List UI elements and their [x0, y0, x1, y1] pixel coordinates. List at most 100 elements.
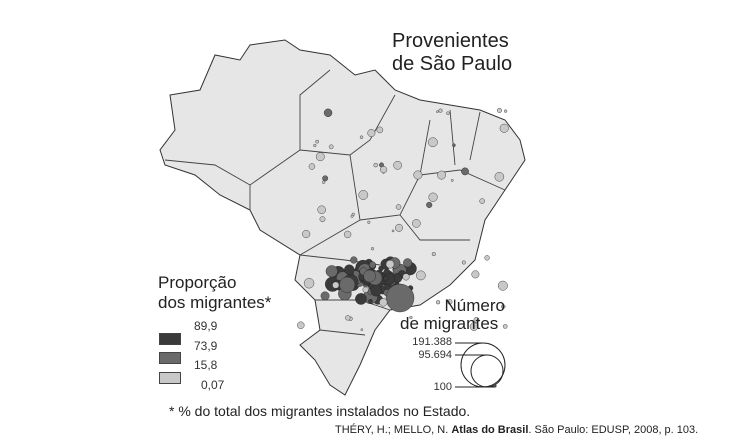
migrant-bubble: [320, 291, 330, 301]
migrant-bubble: [469, 322, 479, 331]
break-value: 15,8: [194, 358, 218, 372]
migrant-bubble: [370, 247, 375, 251]
size-circle-large: [460, 342, 506, 388]
size-value: 100: [433, 381, 452, 393]
proportion-legend-title: Proporção dos migrantes*: [158, 273, 271, 313]
migrant-bubbles: [297, 107, 509, 331]
swatch-low: [159, 372, 181, 384]
migrant-bubble: [428, 192, 438, 202]
migrant-bubble: [345, 315, 351, 321]
source-details: . São Paulo: EDUSP, 2008, p. 103.: [528, 424, 699, 436]
migrant-bubble: [303, 278, 315, 289]
source-authors: THÉRY, H.; MELLO, N.: [335, 424, 452, 436]
migrant-bubble: [360, 328, 364, 331]
migrant-bubble: [431, 252, 436, 257]
migrant-bubble: [368, 299, 373, 304]
migrant-bubble: [412, 219, 421, 228]
migrant-bubble: [380, 166, 388, 174]
migrant-bubble: [325, 265, 338, 278]
migrant-bubble: [315, 152, 325, 162]
break-value: 89,9: [194, 319, 218, 333]
migrant-bubble: [447, 299, 453, 305]
migrant-bubble: [497, 107, 502, 113]
migrant-bubble: [471, 270, 480, 279]
migrant-bubble: [319, 216, 326, 223]
migrant-bubble: [332, 281, 340, 289]
migrant-bubble: [413, 170, 423, 180]
migrant-bubble: [461, 260, 466, 265]
migrant-bubble: [452, 143, 456, 147]
migrant-bubble: [355, 293, 367, 305]
migrant-bubble: [385, 283, 415, 313]
migrant-bubble: [494, 172, 505, 182]
number-legend-title: Número: [425, 296, 505, 316]
migrant-bubble: [302, 230, 311, 239]
size-legend: [455, 342, 506, 388]
migrant-bubble: [339, 276, 356, 293]
migrant-bubble: [297, 321, 305, 329]
migrant-bubble: [359, 135, 364, 139]
migrant-bubble: [313, 143, 317, 148]
migrant-bubble: [393, 160, 402, 170]
migrant-bubble: [373, 162, 378, 168]
swatch-medium: [159, 352, 181, 364]
migrant-bubble: [322, 175, 329, 182]
migrant-bubble: [501, 304, 506, 309]
migrant-bubble: [437, 170, 446, 180]
migrant-bubble: [504, 109, 508, 113]
migrant-bubble: [479, 198, 485, 204]
migrant-bubble: [385, 259, 395, 269]
state-borders: [164, 69, 506, 336]
migrant-bubble: [426, 201, 433, 208]
migrant-bubble: [473, 317, 480, 323]
migrant-bubble: [350, 214, 354, 218]
legend-title-line-1: Proporção: [158, 273, 237, 292]
migrant-bubble: [317, 205, 326, 214]
migrant-bubble: [376, 126, 384, 134]
migrant-bubble: [484, 255, 490, 261]
migrant-bubble: [497, 280, 508, 291]
title-line-1: Provenientes: [392, 30, 509, 52]
migrant-bubble: [391, 229, 395, 233]
legend-title-line-2: de migrantes: [400, 314, 499, 333]
migrant-bubble: [367, 220, 371, 224]
migrant-bubble: [315, 139, 319, 144]
migrant-bubble: [383, 275, 390, 282]
map-title: Provenientes de São Paulo: [392, 30, 512, 76]
migrant-bubble: [436, 110, 439, 113]
migrant-bubble: [436, 300, 441, 305]
migrant-bubble: [350, 256, 358, 264]
title-line-2: de São Paulo: [392, 53, 513, 75]
source-citation: THÉRY, H.; MELLO, N. Atlas do Brasil. Sã…: [335, 424, 698, 436]
migrant-bubble: [367, 129, 376, 137]
migrant-bubble: [358, 190, 369, 200]
migrant-bubble: [328, 144, 334, 150]
brazil-outline: [159, 39, 526, 396]
migrant-bubble: [402, 273, 410, 281]
migrant-bubble: [403, 258, 413, 268]
migrant-bubble: [363, 269, 376, 283]
size-value: 95.694: [418, 349, 452, 361]
migrant-bubble: [438, 108, 443, 113]
migrant-bubble: [428, 137, 438, 148]
migrant-bubble: [379, 298, 388, 307]
migrant-bubble: [323, 108, 333, 117]
migrant-bubble: [409, 315, 413, 320]
migrant-bubble: [343, 230, 352, 239]
migrant-bubble: [344, 264, 355, 275]
migrant-bubble: [499, 123, 509, 133]
legend-title-line-2: dos migrantes*: [158, 293, 272, 312]
migrant-bubble: [369, 261, 376, 269]
migrant-bubble: [370, 285, 382, 297]
swatch-high: [159, 333, 181, 345]
migrant-bubble: [450, 179, 454, 182]
migrant-bubble: [446, 111, 450, 115]
migrant-bubble: [362, 286, 369, 293]
break-value: 0,07: [201, 378, 225, 392]
migrant-bubble: [416, 270, 426, 281]
migrant-bubble: [395, 223, 403, 232]
migrant-bubble: [461, 167, 469, 176]
footnote: * % do total dos migrantes instalados no…: [169, 403, 471, 419]
legend-title-line-1: Número: [444, 296, 505, 315]
